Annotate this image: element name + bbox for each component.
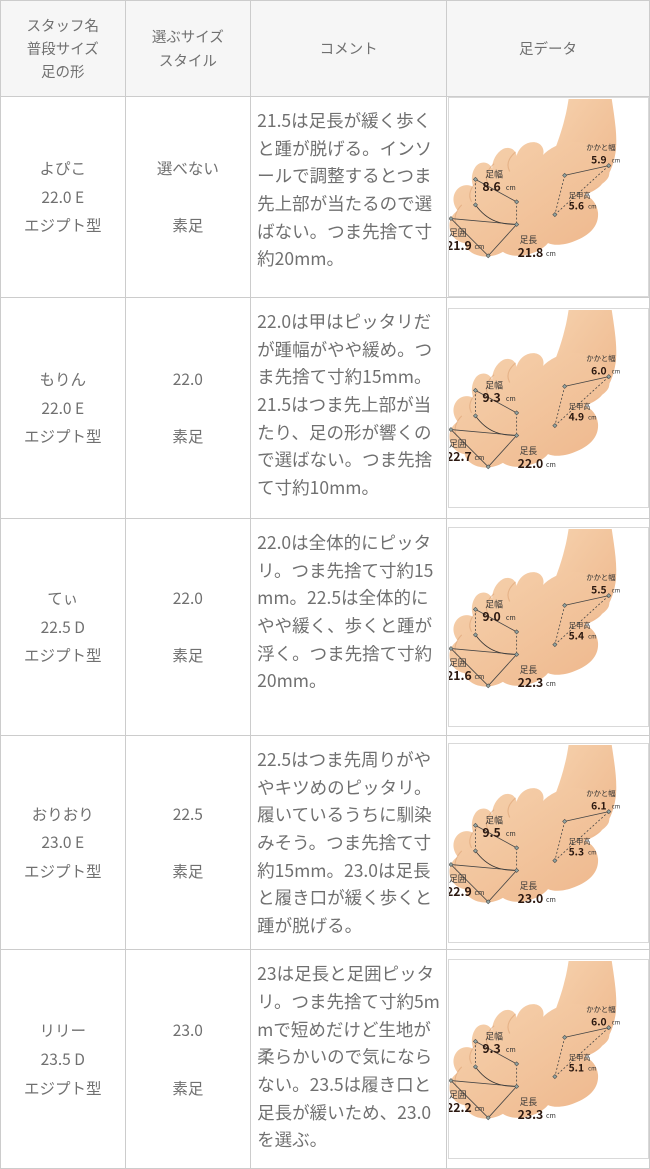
svg-text:8.6: 8.6 (482, 177, 500, 195)
svg-text:cm: cm (546, 248, 556, 258)
svg-text:cm: cm (505, 393, 515, 403)
svg-text:cm: cm (546, 459, 556, 469)
svg-text:9.3: 9.3 (482, 1040, 500, 1058)
svg-text:6.1: 6.1 (591, 797, 606, 812)
svg-text:22.9: 22.9 (449, 882, 472, 900)
svg-text:cm: cm (474, 1103, 484, 1113)
svg-text:cm: cm (611, 801, 619, 810)
svg-text:22.7: 22.7 (449, 447, 472, 465)
svg-text:cm: cm (588, 413, 596, 422)
svg-text:cm: cm (505, 612, 515, 622)
svg-text:cm: cm (505, 182, 515, 192)
svg-text:21.8: 21.8 (517, 243, 543, 261)
svg-text:cm: cm (611, 1018, 619, 1027)
svg-text:9.0: 9.0 (482, 607, 500, 625)
svg-text:23.0: 23.0 (517, 889, 543, 907)
svg-text:cm: cm (546, 894, 556, 904)
svg-text:21.9: 21.9 (449, 236, 472, 254)
svg-text:cm: cm (588, 1064, 596, 1073)
svg-text:6.0: 6.0 (591, 363, 606, 378)
svg-text:4.9: 4.9 (568, 409, 583, 424)
svg-text:cm: cm (588, 202, 596, 211)
svg-text:cm: cm (611, 156, 619, 165)
svg-text:cm: cm (546, 678, 556, 688)
svg-text:cm: cm (505, 1045, 515, 1055)
svg-text:cm: cm (505, 828, 515, 838)
svg-text:cm: cm (588, 632, 596, 641)
svg-text:22.2: 22.2 (449, 1098, 472, 1116)
svg-text:9.3: 9.3 (482, 388, 500, 406)
svg-text:6.0: 6.0 (591, 1014, 606, 1029)
svg-text:cm: cm (611, 367, 619, 376)
svg-text:5.9: 5.9 (591, 152, 606, 167)
svg-text:cm: cm (474, 887, 484, 897)
svg-text:22.3: 22.3 (517, 673, 543, 691)
svg-text:cm: cm (474, 452, 484, 462)
svg-text:5.5: 5.5 (591, 582, 606, 597)
svg-text:21.6: 21.6 (449, 666, 472, 684)
svg-text:cm: cm (546, 1110, 556, 1120)
svg-text:9.5: 9.5 (482, 823, 500, 841)
svg-text:cm: cm (474, 671, 484, 681)
svg-text:5.6: 5.6 (568, 198, 583, 213)
svg-text:5.3: 5.3 (568, 843, 583, 858)
svg-text:5.4: 5.4 (568, 628, 583, 643)
svg-text:23.3: 23.3 (517, 1105, 543, 1123)
svg-text:5.1: 5.1 (568, 1060, 583, 1075)
svg-text:cm: cm (611, 586, 619, 595)
svg-text:cm: cm (588, 847, 596, 856)
svg-text:22.0: 22.0 (517, 454, 543, 472)
svg-text:cm: cm (474, 241, 484, 251)
